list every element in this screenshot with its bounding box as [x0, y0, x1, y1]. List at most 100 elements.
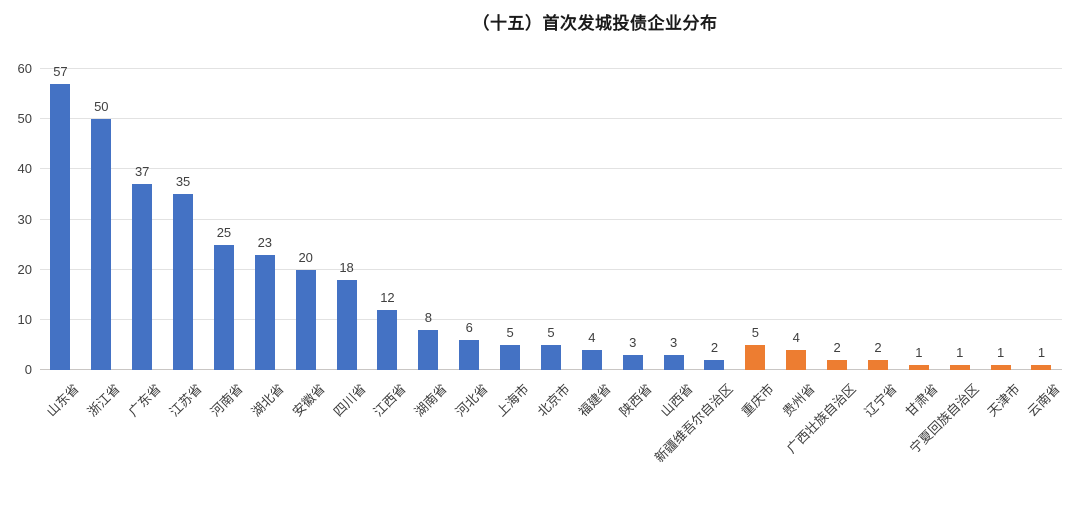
- x-axis-category-label: 上海市: [493, 381, 532, 420]
- bar-group: 1 天津市: [980, 69, 1022, 419]
- bar: [786, 349, 807, 370]
- x-axis-category-label: 江西省: [370, 381, 410, 420]
- bar-value-label: 57: [53, 64, 68, 80]
- bar-value-label: 25: [216, 224, 232, 240]
- bar: [704, 359, 725, 370]
- bar-value-label: 50: [94, 99, 109, 115]
- bar-group: 50 浙江省: [81, 69, 123, 419]
- bar-group: 37 广东省: [122, 69, 164, 419]
- y-axis-tick-label: 50: [17, 111, 32, 127]
- bar: [459, 339, 480, 370]
- bar: [867, 359, 888, 370]
- bar: [990, 364, 1011, 370]
- y-axis-tick-label: 60: [17, 61, 32, 76]
- bar-group: 2 广西壮族自治区: [784, 69, 859, 456]
- bar: [827, 359, 848, 370]
- bar: [336, 279, 357, 370]
- bar: [173, 194, 194, 370]
- x-axis-category-label: 山东省: [43, 381, 83, 420]
- bar: [1031, 364, 1052, 370]
- bar-value-label: 8: [424, 309, 432, 325]
- bar-value-label: 4: [792, 329, 800, 345]
- bar-value-label: 3: [629, 334, 637, 350]
- bar-group: 1 甘肃省: [898, 69, 940, 419]
- bar: [213, 244, 234, 370]
- bar-value-label: 5: [506, 324, 514, 340]
- bar: [418, 329, 439, 370]
- bar-group: 1 宁夏回族自治区: [906, 69, 981, 456]
- x-axis-category-label: 安徽省: [289, 381, 328, 420]
- bar-group: 18 四川省: [326, 69, 368, 420]
- bar-value-label: 1: [1037, 344, 1046, 360]
- x-axis-category-label: 陕西省: [616, 381, 655, 420]
- bar: [663, 354, 684, 370]
- bar-value-label: 12: [380, 289, 395, 305]
- gridline: [40, 268, 1062, 270]
- x-axis-category-label: 浙江省: [84, 381, 124, 420]
- bar: [540, 344, 561, 370]
- bar-group: 4 贵州省: [776, 69, 818, 419]
- bar: [377, 309, 398, 370]
- bar-value-label: 4: [588, 329, 596, 345]
- x-axis-category-label: 河南省: [207, 381, 246, 420]
- bar-group: 20 安徽省: [285, 69, 327, 420]
- bar: [91, 119, 112, 370]
- gridline: [40, 168, 1062, 170]
- y-axis-tick-label: 20: [17, 261, 32, 277]
- gridline: [40, 68, 1062, 69]
- y-axis-tick-label: 30: [17, 211, 32, 227]
- x-axis-category-label: 辽宁省: [861, 381, 900, 420]
- bar-value-label: 2: [874, 339, 882, 355]
- bar-group: 35 江苏省: [163, 69, 205, 419]
- bar-group: 5 北京市: [531, 69, 572, 419]
- x-axis-category-label: 湖北省: [248, 381, 287, 420]
- x-axis-category-label: 河北省: [452, 381, 491, 420]
- bar-group: 12 江西省: [367, 69, 409, 420]
- y-axis-tick-label: 10: [17, 311, 32, 327]
- bar-value-label: 20: [298, 249, 313, 265]
- bar-group: 1 云南省: [1021, 69, 1063, 419]
- bar-value-label: 1: [956, 344, 964, 360]
- bar: [50, 84, 71, 370]
- bar-group: 5 重庆市: [735, 69, 777, 419]
- bar-group: 57 山东省: [40, 64, 82, 419]
- bar-value-label: 2: [710, 339, 719, 355]
- x-axis-category-label: 重庆市: [738, 381, 778, 420]
- bar-group: 2 辽宁省: [858, 69, 899, 419]
- bar-value-label: 37: [134, 164, 150, 180]
- x-axis-category-label: 湖南省: [411, 381, 451, 420]
- x-axis-category-label: 北京市: [534, 381, 573, 420]
- bars-layer: 57 山东省 50 浙江省 37 广东省 35 江苏省 25 河南省 23 湖北省 20 安徽省 18 四川省…: [40, 64, 1063, 465]
- bar: [908, 364, 929, 370]
- chart-title: （十五）首次发城投债企业分布: [472, 14, 718, 33]
- gridline: [40, 118, 1062, 120]
- bar-value-label: 18: [339, 259, 354, 275]
- gridline: [40, 218, 1062, 220]
- bar-group: 2 新疆维吾尔自治区: [652, 69, 736, 465]
- bar-value-label: 1: [996, 344, 1005, 360]
- bar: [500, 344, 521, 370]
- y-axis-tick-label: 40: [17, 161, 32, 177]
- x-axis-category-label: 四川省: [330, 381, 369, 420]
- bar-group: 23 湖北省: [244, 69, 286, 420]
- bar-value-label: 2: [833, 339, 841, 355]
- bar-value-label: 5: [547, 324, 555, 340]
- bar: [581, 349, 602, 370]
- x-axis-category-label: 云南省: [1024, 381, 1064, 420]
- bar: [745, 344, 766, 370]
- bar-value-label: 3: [669, 334, 678, 350]
- plot-area: 0 10 20 30 40 50 60 57 山东省 50 浙江省 37 广东省 35 江苏省 25 河南省 2…: [18, 61, 1064, 465]
- bar-group: 3 陕西省: [612, 69, 654, 419]
- bar-value-label: 23: [257, 234, 273, 250]
- bar-group: 25 河南省: [204, 69, 245, 420]
- bar: [949, 364, 970, 370]
- bar-value-label: 1: [915, 344, 923, 360]
- bar: [132, 184, 153, 370]
- x-axis-category-label: 江苏省: [166, 381, 205, 420]
- bar-value-label: 35: [175, 174, 191, 190]
- bar-value-label: 6: [465, 319, 473, 335]
- bar-group: 3 山西省: [653, 69, 695, 419]
- gridline: [40, 318, 1062, 320]
- y-axis-tick-label: 0: [24, 362, 32, 377]
